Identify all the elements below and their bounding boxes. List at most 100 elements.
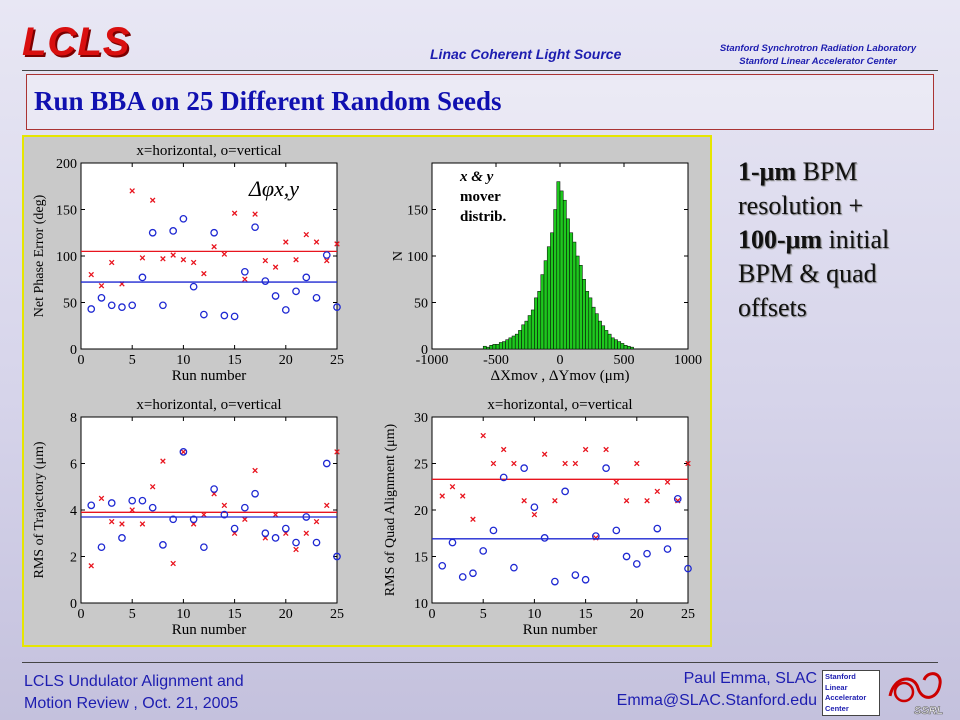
- histogram-bar: [530, 309, 535, 350]
- y-tick-label: 6: [70, 458, 77, 473]
- point-vertical: [179, 448, 188, 456]
- plot-title: x=horizontal, o=vertical: [487, 397, 632, 413]
- histogram-bar: [534, 297, 538, 350]
- histogram-bar: [492, 344, 497, 350]
- point-horizontal: [139, 255, 146, 261]
- x-tick-label: 20: [279, 607, 293, 622]
- x-tick-label: -500: [483, 353, 509, 368]
- point-vertical: [530, 503, 539, 512]
- point-vertical: [271, 534, 280, 542]
- x-tick-label: 15: [228, 607, 242, 622]
- phase-annotation: Δφx,y: [248, 176, 299, 201]
- point-vertical: [312, 538, 321, 547]
- point-vertical: [302, 273, 311, 282]
- footer-author-email[interactable]: Emma@SLAC.Stanford.edu: [616, 692, 817, 709]
- x-tick-label: 25: [681, 607, 695, 622]
- histogram-bar: [521, 324, 526, 350]
- point-horizontal: [603, 446, 609, 453]
- histogram-bar: [502, 341, 506, 350]
- histogram-bar: [511, 335, 516, 350]
- slac-logo-line-1: Stanford: [825, 672, 856, 681]
- y-tick-label: 50: [63, 297, 77, 312]
- point-vertical: [653, 524, 662, 533]
- point-horizontal: [180, 256, 187, 263]
- point-vertical: [581, 575, 590, 584]
- point-horizontal: [582, 446, 589, 453]
- point-vertical: [87, 501, 96, 510]
- point-vertical: [261, 529, 270, 538]
- point-vertical: [138, 496, 147, 505]
- x-tick-label: 5: [480, 607, 487, 622]
- point-vertical: [302, 513, 311, 521]
- lab-line-1: Stanford Synchrotron Radiation Laborator…: [719, 43, 917, 54]
- point-vertical: [520, 464, 529, 472]
- slac-logo-line-4: Center: [825, 703, 849, 713]
- y-tick-label: 0: [70, 343, 77, 358]
- point-vertical: [220, 510, 229, 519]
- point-horizontal: [170, 560, 176, 567]
- histogram-bar: [572, 241, 577, 350]
- x-tick-label: 15: [228, 353, 242, 368]
- x-tick-label: 10: [527, 607, 541, 622]
- histogram-bar: [585, 291, 590, 350]
- histogram-bar: [553, 209, 558, 350]
- histogram-bar: [604, 330, 609, 350]
- point-horizontal: [480, 432, 486, 439]
- point-vertical: [220, 311, 229, 320]
- point-vertical: [292, 287, 300, 296]
- histogram-bar: [617, 341, 622, 350]
- histogram-bar: [620, 343, 625, 350]
- point-vertical: [189, 282, 198, 291]
- side-note-bold-1: 1-μm: [738, 157, 797, 186]
- point-horizontal: [313, 239, 320, 245]
- x-axis-label: Run number: [523, 622, 598, 638]
- point-horizontal: [303, 530, 310, 537]
- x-tick-label: 25: [330, 607, 344, 622]
- point-vertical: [322, 251, 331, 259]
- point-vertical: [118, 303, 126, 311]
- footer-event: LCLS Undulator Alignment and Motion Revi…: [24, 671, 244, 715]
- histogram-bar: [598, 320, 602, 350]
- x-tick-label: 0: [78, 607, 85, 622]
- histogram-bar: [508, 337, 513, 350]
- point-vertical: [159, 541, 167, 549]
- point-vertical: [322, 459, 331, 468]
- point-vertical: [148, 503, 157, 512]
- point-horizontal: [664, 479, 671, 485]
- point-vertical: [128, 496, 137, 505]
- x-tick-label: 25: [330, 353, 344, 368]
- histogram-bar: [610, 337, 615, 350]
- plot-title: x=horizontal, o=vertical: [136, 143, 281, 159]
- x-tick-label: 0: [429, 607, 436, 622]
- point-horizontal: [149, 483, 156, 490]
- point-horizontal: [201, 511, 207, 518]
- point-horizontal: [511, 460, 517, 467]
- point-vertical: [240, 267, 249, 276]
- point-horizontal: [252, 467, 258, 474]
- y-tick-label: 2: [70, 551, 77, 566]
- point-vertical: [200, 543, 208, 552]
- slac-logo-line-2: Linear: [825, 682, 848, 692]
- histogram-bar: [623, 345, 628, 350]
- y-tick-label: 20: [414, 504, 428, 519]
- point-horizontal: [283, 239, 289, 245]
- point-horizontal: [98, 495, 105, 502]
- point-vertical: [118, 534, 126, 542]
- plot-1: 0 5 10 15 20 25 0 50 100 150 200 x=horizontal, o=ve…: [32, 143, 344, 384]
- footer-left-line-1: LCLS Undulator Alignment and: [24, 673, 244, 690]
- histogram-bar: [546, 246, 551, 350]
- point-horizontal: [180, 449, 187, 455]
- point-vertical: [458, 573, 467, 581]
- y-axis-label: RMS of Trajectory (μm): [32, 441, 47, 578]
- x-axis-label: Run number: [172, 368, 247, 384]
- histogram-bar: [556, 181, 561, 350]
- point-vertical: [230, 312, 239, 321]
- histogram-bar: [498, 342, 503, 350]
- x-tick-label: 20: [279, 353, 293, 368]
- point-vertical: [159, 301, 167, 310]
- ssrl-logo-text: SSRL: [914, 705, 944, 717]
- point-vertical: [612, 526, 621, 535]
- point-horizontal: [221, 502, 228, 509]
- point-vertical: [230, 524, 239, 533]
- plot-area: [80, 162, 338, 350]
